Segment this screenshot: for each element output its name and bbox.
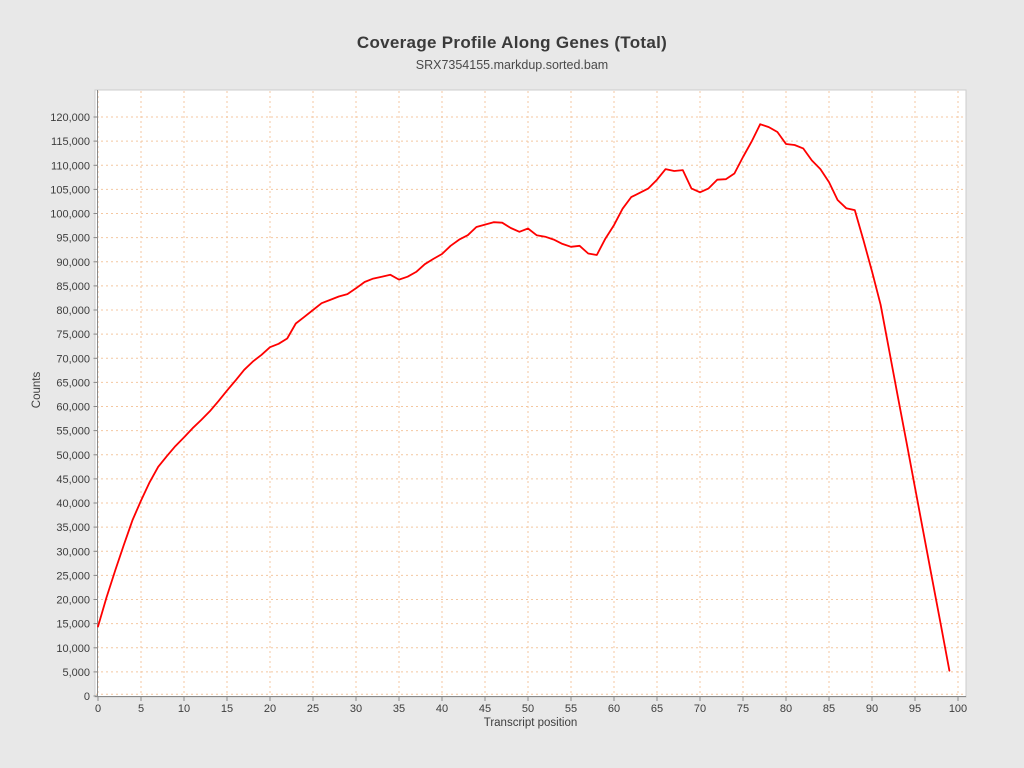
svg-text:5: 5 bbox=[138, 703, 144, 715]
svg-text:60: 60 bbox=[608, 703, 620, 715]
plot-panel bbox=[94, 89, 967, 698]
svg-text:75,000: 75,000 bbox=[56, 329, 90, 341]
svg-text:15,000: 15,000 bbox=[56, 619, 90, 631]
svg-text:105,000: 105,000 bbox=[50, 184, 90, 196]
x-axis-title: Transcript position bbox=[483, 717, 578, 729]
chart-subtitle: SRX7354155.markdup.sorted.bam bbox=[415, 58, 609, 72]
gridlines bbox=[96, 91, 965, 695]
svg-text:80: 80 bbox=[780, 703, 792, 715]
chart-title: Coverage Profile Along Genes (Total) bbox=[356, 33, 668, 52]
svg-text:120,000: 120,000 bbox=[50, 112, 90, 124]
y-tick-labels: 0 5,000 10,000 15,000 20,000 25,000 30,000 35,0… bbox=[50, 112, 90, 703]
svg-text:80,000: 80,000 bbox=[56, 305, 90, 317]
svg-text:100,000: 100,000 bbox=[50, 209, 90, 221]
svg-text:110,000: 110,000 bbox=[51, 160, 90, 172]
svg-text:70,000: 70,000 bbox=[56, 353, 90, 365]
svg-text:40,000: 40,000 bbox=[56, 498, 90, 510]
svg-text:65,000: 65,000 bbox=[56, 377, 90, 389]
svg-text:45,000: 45,000 bbox=[56, 474, 90, 486]
svg-text:30,000: 30,000 bbox=[56, 546, 90, 558]
svg-text:25: 25 bbox=[307, 703, 319, 715]
svg-text:0: 0 bbox=[84, 691, 90, 703]
svg-text:30: 30 bbox=[350, 703, 362, 715]
svg-text:5,000: 5,000 bbox=[62, 667, 90, 679]
svg-text:60,000: 60,000 bbox=[56, 402, 90, 414]
svg-text:15: 15 bbox=[221, 703, 233, 715]
svg-text:35,000: 35,000 bbox=[56, 522, 90, 534]
svg-text:20: 20 bbox=[264, 703, 276, 715]
svg-text:20,000: 20,000 bbox=[56, 595, 90, 607]
svg-text:95: 95 bbox=[909, 703, 921, 715]
coverage-line bbox=[97, 123, 951, 672]
svg-text:40: 40 bbox=[436, 703, 448, 715]
svg-text:100: 100 bbox=[949, 703, 967, 715]
svg-text:55: 55 bbox=[565, 703, 577, 715]
svg-text:10: 10 bbox=[178, 703, 190, 715]
svg-text:45: 45 bbox=[479, 703, 491, 715]
svg-text:85: 85 bbox=[823, 703, 835, 715]
svg-text:90: 90 bbox=[866, 703, 878, 715]
svg-text:25,000: 25,000 bbox=[56, 570, 90, 582]
svg-text:70: 70 bbox=[694, 703, 706, 715]
y-axis-title: Counts bbox=[31, 371, 43, 409]
x-tick-labels: 0 5 10 15 20 25 30 35 40 45 50 55 60 65 70 75 80 85 90 95 10… bbox=[95, 703, 967, 715]
svg-text:10,000: 10,000 bbox=[56, 643, 90, 655]
svg-text:55,000: 55,000 bbox=[56, 426, 90, 438]
axes bbox=[93, 90, 966, 701]
svg-text:65: 65 bbox=[651, 703, 663, 715]
svg-text:90,000: 90,000 bbox=[56, 257, 90, 269]
svg-text:35: 35 bbox=[393, 703, 405, 715]
svg-text:0: 0 bbox=[95, 703, 101, 715]
svg-text:50: 50 bbox=[522, 703, 534, 715]
svg-text:50,000: 50,000 bbox=[56, 450, 90, 462]
svg-text:75: 75 bbox=[737, 703, 749, 715]
svg-text:115,000: 115,000 bbox=[51, 136, 90, 148]
svg-text:95,000: 95,000 bbox=[56, 233, 90, 245]
svg-text:85,000: 85,000 bbox=[56, 281, 90, 293]
